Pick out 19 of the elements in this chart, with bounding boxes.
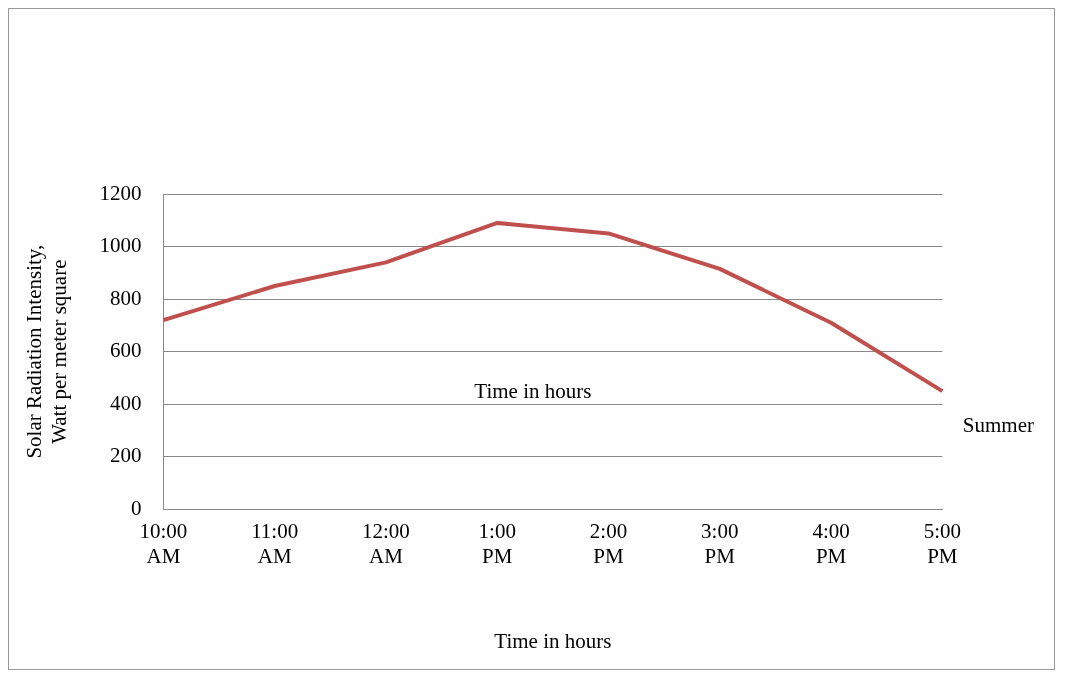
x-tick-label: 12:00 AM bbox=[362, 518, 410, 568]
x-tick-label: 4:00 PM bbox=[812, 518, 850, 568]
x-tick-label: 2:00 PM bbox=[589, 518, 628, 568]
x-tick-label: 3:00 PM bbox=[701, 518, 739, 568]
y-tick-label: 400 bbox=[109, 390, 142, 415]
annotation: Time in hours bbox=[474, 378, 592, 403]
x-axis-title: Time in hours bbox=[494, 628, 612, 653]
y-tick-label: 0 bbox=[130, 495, 142, 520]
y-tick-label: 600 bbox=[109, 338, 142, 363]
x-tick-label: 10:00 AM bbox=[139, 518, 188, 568]
x-tick-label: 1:00 PM bbox=[478, 518, 516, 568]
y-axis-title: Solar Radiation Intensity, Watt per meter square bbox=[22, 244, 72, 459]
y-tick-label: 200 bbox=[109, 443, 142, 468]
y-tick-label: 1000 bbox=[99, 233, 142, 258]
y-tick-label: 800 bbox=[109, 285, 142, 310]
x-tick-label: 5:00 PM bbox=[923, 518, 962, 568]
y-tick-label: 1200 bbox=[99, 180, 142, 205]
x-tick-label: 11:00 AM bbox=[251, 518, 299, 568]
series-label: Summer bbox=[962, 413, 1035, 438]
